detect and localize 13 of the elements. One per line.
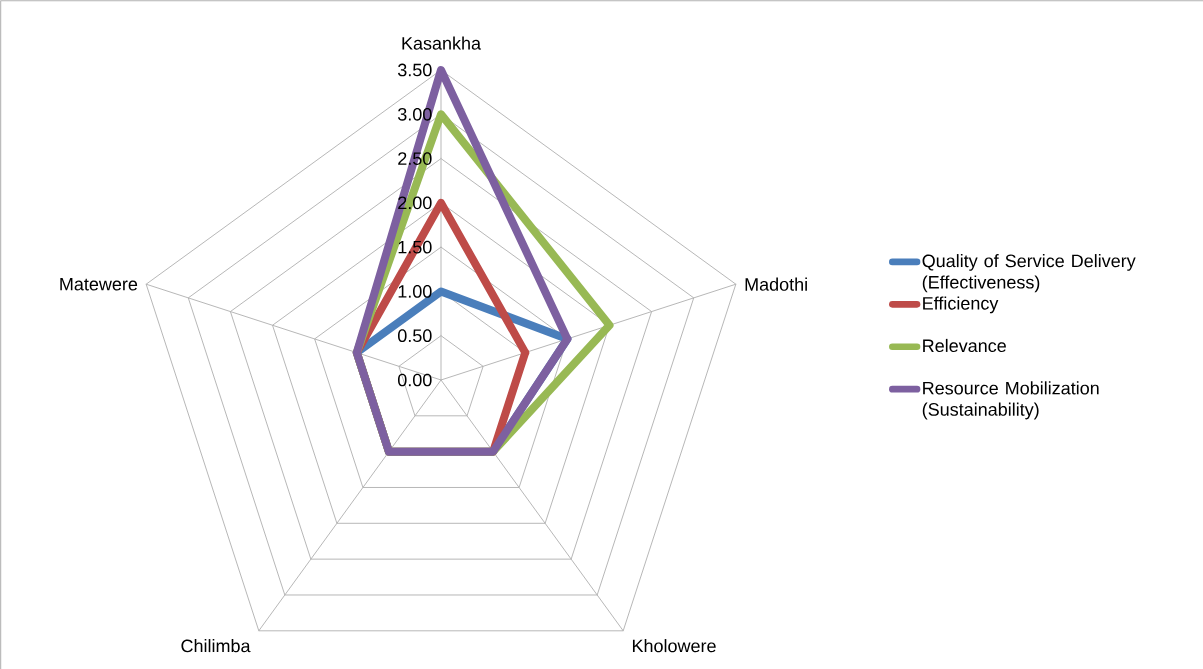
spoke-label: Kasankha — [402, 36, 482, 50]
legend-label: Relevance — [923, 338, 1006, 353]
y-tick-label: 1.00 — [398, 285, 432, 298]
legend-label: Quality of Service Delivery (Effectiveness) — [922, 254, 1136, 293]
y-tick-label: 0.00 — [398, 373, 432, 387]
spoke-label: Chilimba — [181, 639, 251, 653]
legend-label: Efficiency — [923, 296, 999, 314]
y-tick-label: 0.50 — [398, 329, 432, 343]
spoke-label: Madothi — [745, 277, 807, 291]
legend-label: Resource Mobilization (Sustainability) — [922, 381, 1099, 420]
spoke-label: Matewere — [60, 277, 138, 291]
y-tick-label: 3.50 — [397, 63, 432, 77]
spoke-label: Kholowere — [632, 639, 716, 653]
